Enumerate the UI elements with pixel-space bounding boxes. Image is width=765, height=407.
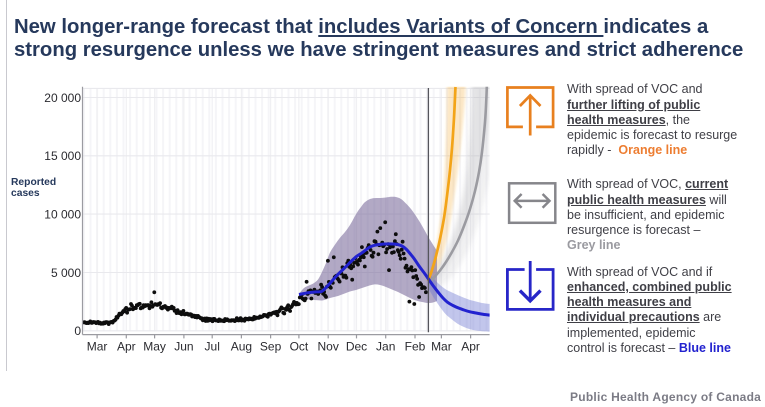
svg-text:15 000: 15 000 [44, 149, 81, 163]
svg-text:0: 0 [74, 324, 81, 338]
svg-text:Mar: Mar [87, 340, 108, 354]
svg-text:Aug: Aug [231, 340, 252, 354]
svg-text:Jul: Jul [205, 340, 220, 354]
svg-text:10 000: 10 000 [44, 207, 81, 221]
svg-text:5 000: 5 000 [51, 266, 81, 280]
svg-text:Jun: Jun [174, 340, 193, 354]
svg-text:Dec: Dec [346, 340, 367, 354]
svg-text:Sep: Sep [260, 340, 282, 354]
svg-text:Jan: Jan [376, 340, 395, 354]
svg-text:cases: cases [11, 188, 40, 199]
svg-text:Apr: Apr [117, 340, 136, 354]
svg-text:Feb: Feb [405, 340, 426, 354]
svg-text:May: May [143, 340, 166, 354]
svg-text:Apr: Apr [461, 340, 480, 354]
svg-text:Nov: Nov [318, 340, 339, 354]
svg-text:Oct: Oct [290, 340, 309, 354]
svg-text:Mar: Mar [431, 340, 452, 354]
svg-text:20 000: 20 000 [44, 91, 81, 105]
svg-text:Reported: Reported [11, 177, 56, 188]
